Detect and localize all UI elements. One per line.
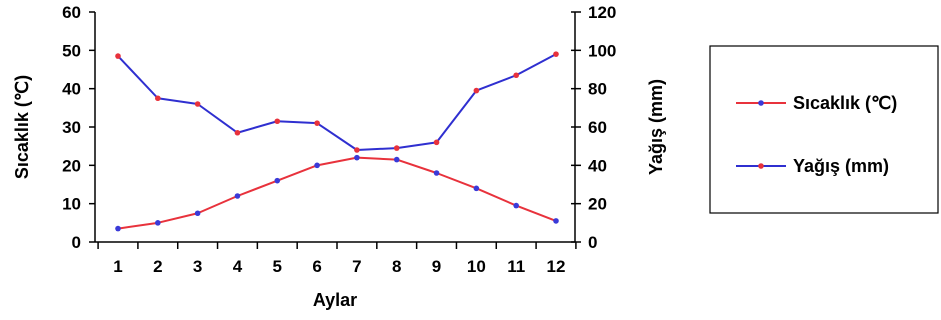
series-0-point	[354, 154, 360, 161]
series-1-point	[553, 51, 559, 57]
x-tick-label: 7	[352, 257, 361, 276]
x-tick-label: 5	[273, 257, 282, 276]
series-0-point	[393, 156, 400, 163]
x-tick-label: 3	[193, 257, 202, 276]
legend-marker-temperature	[758, 100, 764, 106]
series-0-point	[234, 193, 241, 199]
ticks	[89, 11, 581, 249]
series-1-point	[155, 95, 161, 102]
legend-label-precipitation: Yağış (mm)	[793, 156, 889, 176]
left-y-tick-label: 0	[72, 233, 81, 252]
x-tick-label: 11	[507, 257, 525, 276]
series-0-point	[115, 225, 121, 232]
left-y-tick-label: 10	[62, 195, 81, 214]
right-y-tick-label: 100	[588, 41, 616, 60]
legend-marker-precipitation	[758, 163, 764, 169]
legend-label-temperature: Sıcaklık (℃)	[793, 93, 897, 113]
series-1-point	[115, 53, 121, 59]
x-tick-label: 9	[432, 257, 441, 276]
series-0-point	[473, 185, 480, 192]
series-1-point	[393, 145, 400, 151]
series-1-point	[433, 139, 440, 146]
series-0-point	[433, 170, 440, 176]
left-y-tick-label: 60	[62, 3, 81, 22]
right-y-tick-label: 120	[588, 3, 616, 22]
x-tick-label: 2	[153, 257, 162, 276]
right-y-axis-title: Yağış (mm)	[646, 79, 666, 175]
series-1-point	[274, 118, 281, 125]
left-y-tick-label: 20	[62, 156, 81, 175]
x-axis-title: Aylar	[313, 290, 357, 310]
series-0-point	[194, 210, 201, 217]
series-1-point	[194, 101, 201, 107]
left-y-tick-label: 30	[62, 118, 81, 137]
x-tick-label: 8	[392, 257, 401, 276]
series-layer	[115, 51, 559, 232]
series-0-point	[513, 202, 519, 209]
x-tick-label: 10	[467, 257, 486, 276]
x-tick-label: 6	[312, 257, 321, 276]
series-0-point	[553, 218, 559, 224]
right-y-tick-label: 40	[588, 156, 607, 175]
series-line-1	[117, 53, 557, 151]
left-y-tick-label: 40	[62, 80, 81, 99]
series-0-point	[314, 162, 320, 169]
legend: Sıcaklık (℃) Yağış (mm)	[709, 45, 939, 214]
series-line-0	[117, 156, 557, 230]
x-tick-label: 12	[547, 257, 566, 276]
left-y-axis-title: Sıcaklık (℃)	[12, 75, 32, 179]
series-1-point	[314, 120, 320, 126]
series-1-point	[354, 147, 360, 153]
series-1-point	[473, 87, 480, 94]
series-0-point	[274, 177, 281, 184]
right-y-tick-label: 0	[588, 233, 597, 252]
legend-box	[709, 45, 939, 214]
series-1-point	[234, 129, 241, 136]
right-y-tick-label: 80	[588, 80, 607, 99]
series-1-point	[513, 72, 519, 79]
left-y-tick-label: 50	[62, 41, 81, 60]
right-y-tick-label: 60	[588, 118, 607, 137]
right-y-tick-label: 20	[588, 195, 607, 214]
x-tick-label: 4	[233, 257, 243, 276]
x-tick-label: 1	[113, 257, 122, 276]
axes	[94, 12, 576, 243]
series-0-point	[155, 220, 161, 226]
